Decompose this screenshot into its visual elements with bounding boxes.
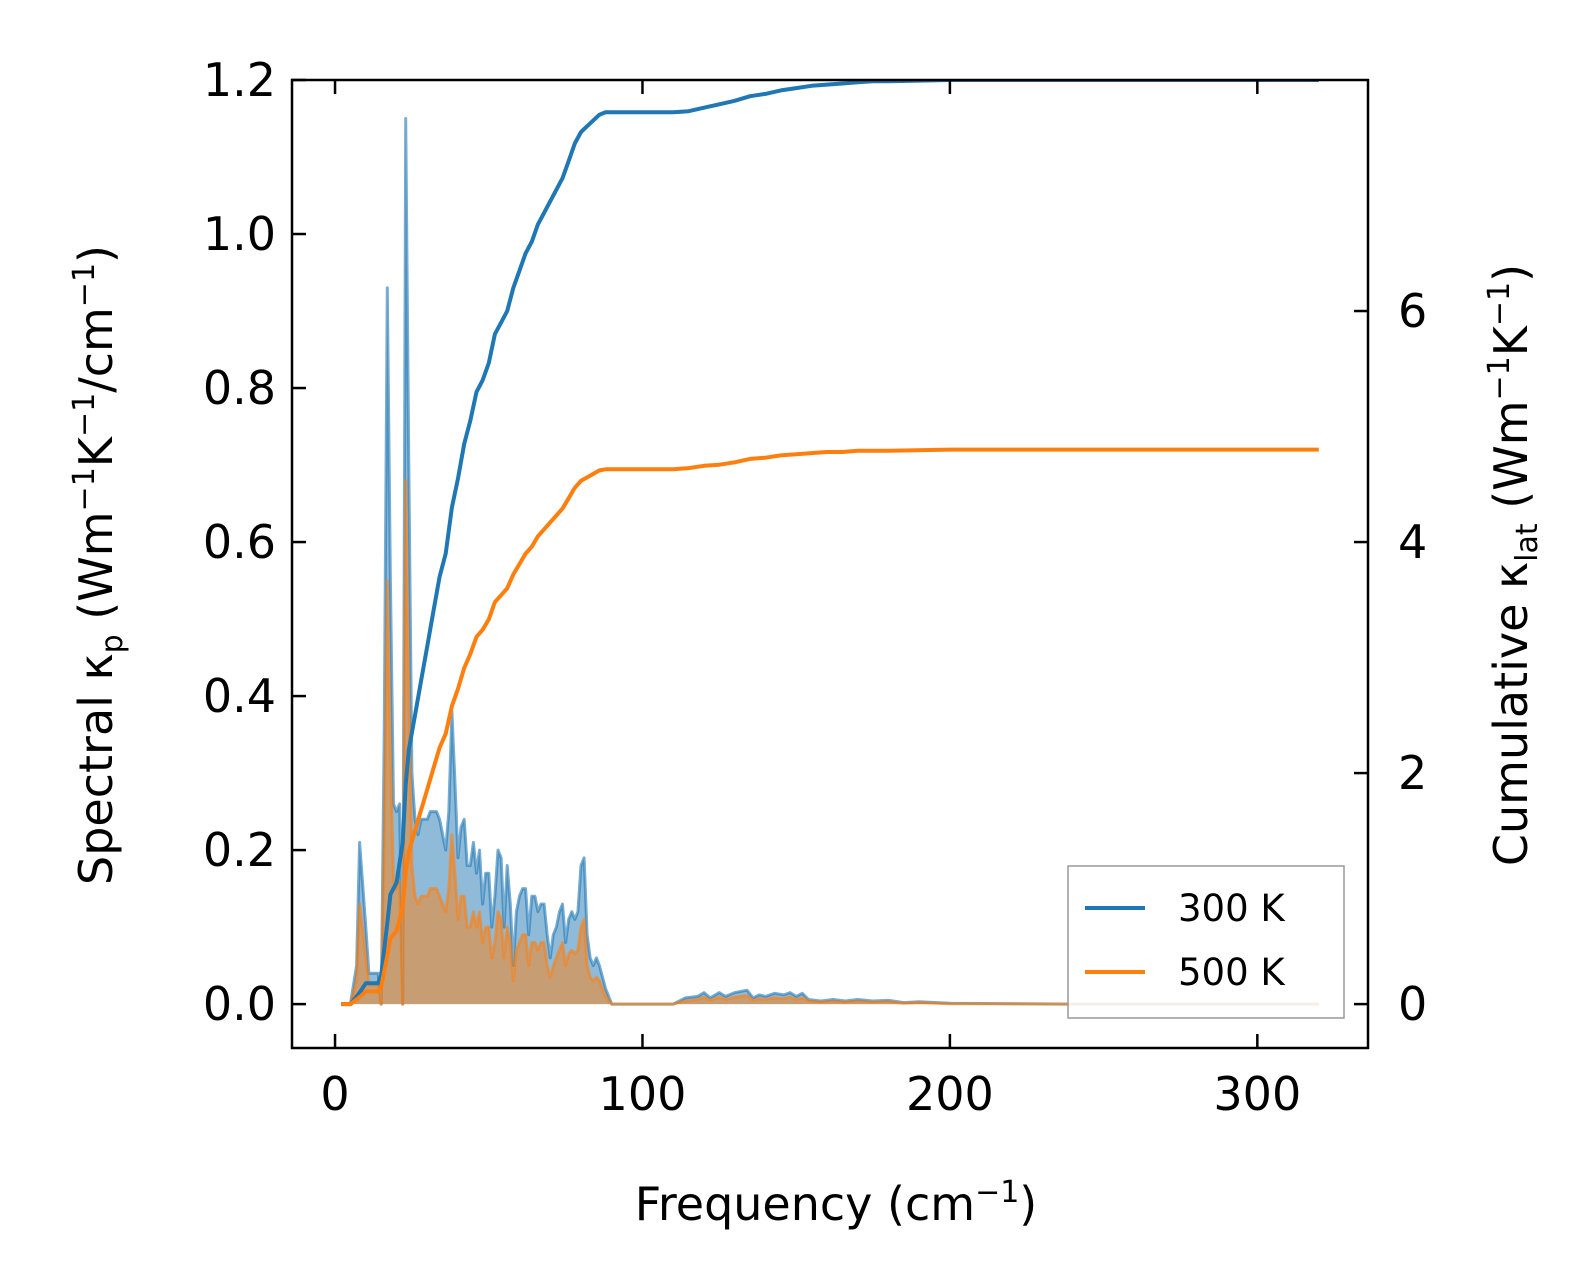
x-tick-label: 100 (599, 1067, 687, 1121)
y-left-tick-label: 0.6 (203, 515, 276, 569)
spectral-line-500k (341, 478, 1319, 1006)
spectral-area-500k (341, 480, 1319, 1005)
y-right-tick-label: 0 (1398, 977, 1427, 1031)
x-tick-label: 300 (1213, 1067, 1301, 1121)
y-left-tick-label: 0.2 (203, 823, 276, 877)
y-left-axis-ticks: 0.0 0.2 0.4 0.6 0.8 1.0 1.2 (203, 53, 306, 1031)
y-left-tick-label: 0.8 (203, 361, 276, 415)
y-right-tick-label: 4 (1398, 515, 1427, 569)
cumulative-line-500k (341, 447, 1319, 1007)
y-right-axis-ticks: 0 2 4 6 (1354, 284, 1427, 1031)
legend: 300 K 500 K (1067, 865, 1345, 1019)
cumulative-line-300k (341, 80, 1319, 1007)
y-right-axis-label: Cumulative κlat (Wm−1K−1) (1482, 264, 1545, 866)
legend-label-500k: 500 K (1178, 951, 1286, 994)
y-right-tick-label: 2 (1398, 746, 1427, 800)
x-axis-label: Frequency (cm−1) (635, 1175, 1038, 1231)
legend-label-300k: 300 K (1178, 887, 1286, 930)
legend-box (1067, 865, 1345, 1019)
y-left-tick-label: 0.4 (203, 669, 276, 723)
x-tick-label: 0 (320, 1067, 349, 1121)
plot-frame (290, 78, 1370, 1050)
y-left-tick-label: 1.0 (203, 207, 276, 261)
cumulative-layer (341, 80, 1319, 1007)
y-left-tick-label: 0.0 (203, 977, 276, 1031)
y-right-tick-label: 6 (1398, 284, 1427, 338)
x-tick-label: 200 (906, 1067, 994, 1121)
y-left-axis-label: Spectral κp (Wm−1K−1/cm−1) (67, 245, 130, 885)
x-axis-ticks: 0 100 200 300 (320, 80, 1301, 1121)
y-left-tick-label: 1.2 (203, 53, 276, 107)
